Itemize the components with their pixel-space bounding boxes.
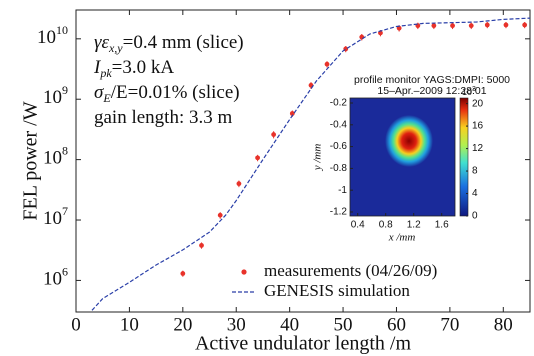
y-tick-label: 107	[43, 204, 68, 230]
x-tick-label: 10	[120, 314, 139, 335]
x-tick-label: 0	[71, 314, 81, 335]
inset-y-tick-label: -1	[338, 185, 347, 196]
annotation-main: γε	[94, 32, 109, 53]
y-tick-exponent: 10	[56, 23, 68, 37]
annotation: Ipk=3.0 kA	[93, 57, 174, 79]
colorbar-tick-label: 16	[472, 121, 484, 132]
inset-x-tick-label: 0.8	[379, 220, 393, 231]
legend-label: measurements (04/26/09)	[264, 261, 437, 280]
annotation: σE/E=0.01% (slice)	[94, 82, 240, 104]
annotation: gain length: 3.3 m	[94, 107, 232, 128]
colorbar-unit-exponent: 3	[472, 86, 476, 93]
measurement-point	[271, 132, 276, 137]
x-tick-label: 80	[494, 314, 513, 335]
measurement-point	[469, 23, 474, 28]
chart: 010203040506070801061071081091010Active …	[0, 0, 534, 356]
y-tick-base: 10	[43, 208, 62, 229]
y-tick-label: 108	[43, 143, 68, 169]
y-tick-label: 106	[43, 264, 68, 290]
measurement-point	[180, 271, 185, 276]
colorbar	[460, 98, 468, 216]
legend-label: GENESIS simulation	[264, 281, 410, 300]
measurement-point	[504, 22, 509, 27]
colorbar-tick-label: 12	[472, 143, 484, 154]
annotation-sub: x,y	[108, 41, 123, 55]
inset-x-label: x /mm	[388, 232, 416, 244]
annotation: γεx,y=0.4 mm (slice)	[94, 32, 244, 54]
measurement-point	[199, 243, 204, 248]
inset-y-tick-label: -0.4	[330, 119, 348, 130]
colorbar-tick-label: 0	[472, 211, 478, 222]
y-tick-label: 109	[43, 83, 68, 109]
measurement-point	[522, 22, 527, 27]
x-tick-label: 20	[173, 314, 192, 335]
x-tick-label: 70	[440, 314, 459, 335]
y-axis-label: FEL power /W	[20, 101, 42, 220]
measurement-point	[325, 62, 330, 67]
colorbar-tick-label: 20	[472, 98, 484, 109]
measurement-point	[218, 213, 223, 218]
measurement-point	[450, 23, 455, 28]
measurement-point	[431, 23, 436, 28]
colorbar-tick-label: 8	[472, 166, 478, 177]
annotation-rest: =3.0 kA	[112, 57, 175, 78]
measurement-point	[255, 155, 260, 160]
y-tick-base: 10	[43, 269, 62, 290]
inset-y-tick-label: -0.2	[330, 98, 348, 109]
annotation-main: gain length: 3.3 m	[94, 107, 232, 128]
colorbar-unit-base: 10	[462, 87, 472, 97]
y-tick-exponent: 7	[62, 204, 68, 218]
y-tick-exponent: 9	[62, 83, 68, 97]
inset-y-tick-label: -0.8	[330, 163, 348, 174]
legend-marker	[241, 269, 246, 274]
y-tick-exponent: 6	[62, 264, 68, 278]
inset-x-tick-label: 1.6	[435, 220, 449, 231]
inset-y-label: y /mm	[312, 144, 324, 172]
annotation-rest: /E=0.01% (slice)	[111, 82, 240, 103]
y-tick-base: 10	[43, 148, 62, 169]
y-tick-base: 10	[43, 88, 62, 109]
y-tick-label: 1010	[37, 23, 68, 49]
annotation-rest: =0.4 mm (slice)	[123, 32, 244, 53]
measurement-point	[485, 22, 490, 27]
colorbar-tick-label: 4	[472, 188, 478, 199]
heatmap-spot	[385, 115, 433, 167]
inset-x-tick-label: 1.2	[407, 220, 421, 231]
measurement-point	[237, 181, 242, 186]
y-tick-base: 10	[37, 27, 56, 48]
inset-y-tick-label: -0.6	[330, 141, 348, 152]
inset-y-tick-label: -1.2	[330, 207, 348, 218]
y-tick-exponent: 8	[62, 143, 68, 157]
x-axis-label: Active undulator length /m	[195, 333, 412, 355]
inset-x-tick-label: 0.4	[351, 220, 365, 231]
annotation-sub: pk	[99, 66, 112, 80]
